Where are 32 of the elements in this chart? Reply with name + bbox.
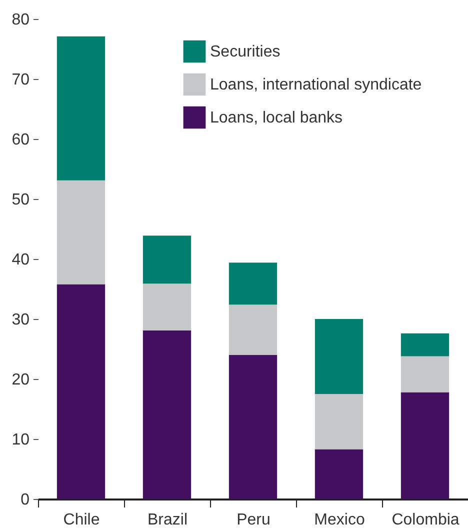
legend-label: Loans, international syndicate bbox=[210, 76, 422, 94]
bar bbox=[142, 284, 192, 330]
y-tick-label: 30 bbox=[12, 312, 30, 328]
bar bbox=[314, 319, 364, 394]
bar bbox=[228, 355, 278, 499]
bar bbox=[228, 262, 278, 305]
y-tick-label: 40 bbox=[12, 252, 30, 268]
bar bbox=[314, 449, 364, 499]
x-tick-label: Colombia bbox=[392, 512, 460, 528]
bar bbox=[314, 394, 364, 450]
x-tick-label: Brazil bbox=[147, 512, 188, 528]
y-tick-label: 50 bbox=[12, 192, 30, 208]
y-tick-label: 10 bbox=[12, 432, 30, 448]
bar bbox=[56, 180, 106, 284]
bar bbox=[400, 392, 450, 499]
bar bbox=[56, 36, 106, 180]
y-tick-label: 0 bbox=[20, 492, 30, 508]
y-tick-label: 20 bbox=[12, 372, 30, 388]
x-tick-label: Chile bbox=[63, 512, 100, 528]
legend-label: Securities bbox=[210, 44, 280, 60]
y-tick-label: 60 bbox=[12, 132, 30, 148]
y-tick-label: 80 bbox=[12, 12, 30, 28]
x-tick-label: Peru bbox=[236, 512, 270, 528]
bar bbox=[56, 284, 106, 499]
legend-label: Loans, local banks bbox=[210, 110, 343, 126]
x-tick-label: Mexico bbox=[314, 512, 365, 528]
bar bbox=[400, 333, 450, 356]
bar bbox=[228, 304, 278, 355]
bar bbox=[142, 236, 192, 284]
bar bbox=[400, 356, 450, 392]
y-tick-label: 70 bbox=[12, 72, 30, 88]
bar bbox=[142, 330, 192, 499]
